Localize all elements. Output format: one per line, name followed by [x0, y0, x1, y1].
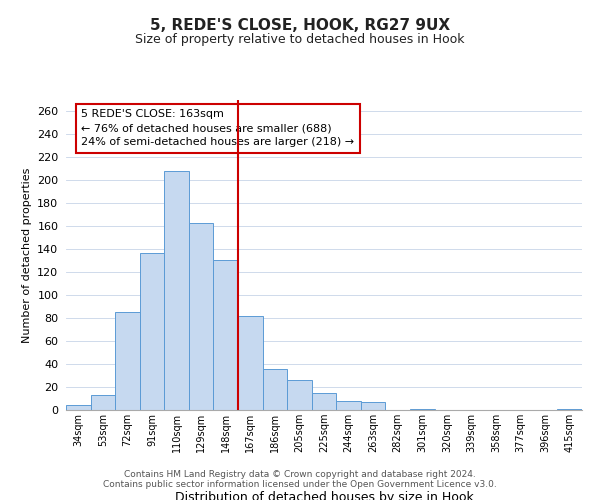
Text: 5 REDE'S CLOSE: 163sqm
← 76% of detached houses are smaller (688)
24% of semi-de: 5 REDE'S CLOSE: 163sqm ← 76% of detached…: [82, 110, 355, 148]
Bar: [164, 171, 189, 410]
X-axis label: Distribution of detached houses by size in Hook: Distribution of detached houses by size …: [175, 491, 473, 500]
Bar: [361, 402, 385, 410]
Bar: [115, 312, 140, 410]
Bar: [214, 260, 238, 410]
Text: 5, REDE'S CLOSE, HOOK, RG27 9UX: 5, REDE'S CLOSE, HOOK, RG27 9UX: [150, 18, 450, 32]
Bar: [140, 252, 164, 410]
Bar: [336, 401, 361, 410]
Bar: [66, 406, 91, 410]
Bar: [91, 395, 115, 410]
Text: Contains public sector information licensed under the Open Government Licence v3: Contains public sector information licen…: [103, 480, 497, 489]
Bar: [238, 316, 263, 410]
Bar: [312, 393, 336, 410]
Bar: [263, 368, 287, 410]
Y-axis label: Number of detached properties: Number of detached properties: [22, 168, 32, 342]
Bar: [410, 409, 434, 410]
Bar: [287, 380, 312, 410]
Text: Size of property relative to detached houses in Hook: Size of property relative to detached ho…: [135, 32, 465, 46]
Text: Contains HM Land Registry data © Crown copyright and database right 2024.: Contains HM Land Registry data © Crown c…: [124, 470, 476, 479]
Bar: [189, 223, 214, 410]
Bar: [557, 409, 582, 410]
